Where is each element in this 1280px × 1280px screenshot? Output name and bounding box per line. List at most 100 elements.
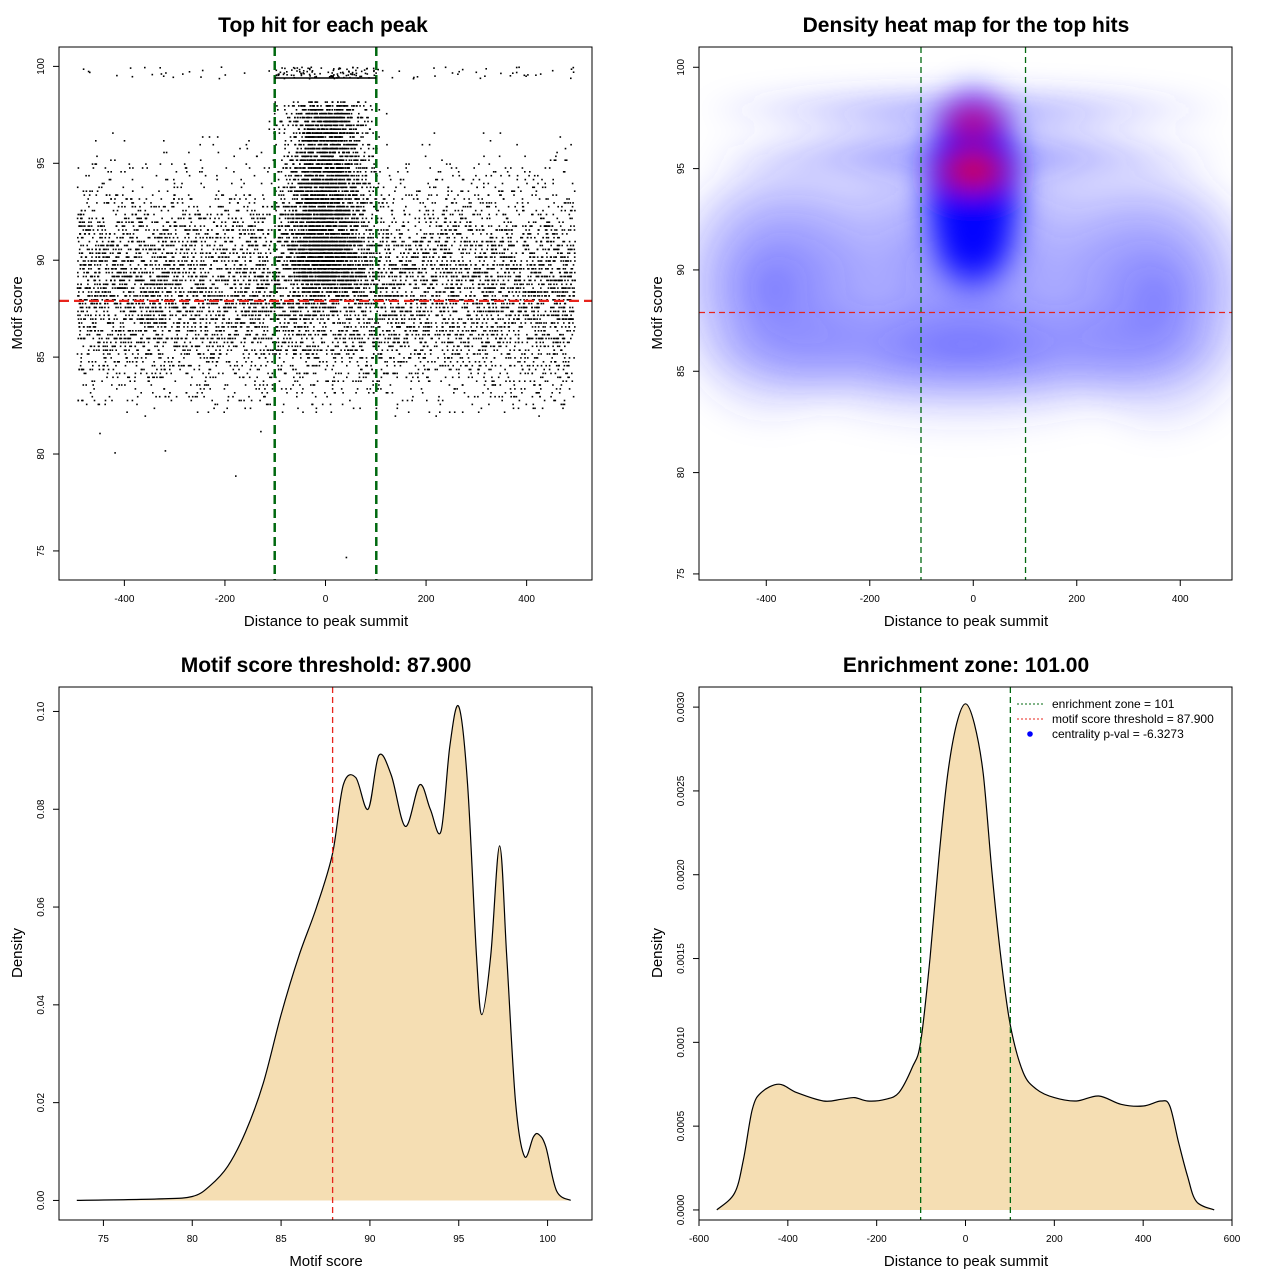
scatter-point <box>394 372 396 375</box>
scatter-point <box>114 198 116 200</box>
scatter-point <box>395 275 398 278</box>
scatter-point <box>241 244 244 247</box>
scatter-point <box>280 194 283 196</box>
scatter-point <box>467 376 470 379</box>
scatter-point <box>519 361 521 363</box>
scatter-point <box>509 314 511 317</box>
scatter-point <box>132 221 134 223</box>
scatter-point <box>136 341 138 344</box>
scatter-point <box>224 221 227 223</box>
scatter-point <box>232 345 235 348</box>
scatter-point <box>288 275 290 278</box>
scatter-point <box>553 283 555 286</box>
scatter-point <box>97 287 99 289</box>
scatter-point <box>279 190 282 192</box>
scatter-point <box>157 287 159 289</box>
scatter-point <box>111 349 114 351</box>
scatter-point <box>118 271 120 274</box>
scatter-point <box>282 330 285 332</box>
scatter-point <box>503 306 505 309</box>
scatter-point <box>152 291 154 293</box>
scatter-point <box>102 349 105 351</box>
scatter-point <box>540 364 543 367</box>
scatter-point <box>142 225 144 227</box>
scatter-point <box>238 376 241 379</box>
scatter-point <box>234 283 237 286</box>
scatter-point <box>123 260 126 262</box>
scatter-point <box>197 213 199 216</box>
scatter-point <box>544 167 547 169</box>
scatter-point <box>200 287 203 289</box>
scatter-point <box>288 302 290 305</box>
scatter-point <box>365 357 368 359</box>
scatter-point <box>165 260 167 262</box>
scatter-point <box>338 287 341 289</box>
scatter-point <box>532 213 534 216</box>
scatter-point <box>269 295 272 297</box>
scatter-point <box>130 345 133 348</box>
scatter-point <box>187 349 189 351</box>
scatter-point <box>151 244 154 247</box>
scatter-point <box>91 256 93 258</box>
scatter-point <box>204 217 207 220</box>
scatter-point <box>209 341 211 344</box>
scatter-point <box>393 364 396 367</box>
scatter-point <box>243 345 245 348</box>
scatter-point <box>403 186 406 189</box>
scatter-point <box>255 268 257 270</box>
scatter-point <box>163 322 166 324</box>
scatter-point <box>204 240 206 243</box>
scatter-point <box>291 198 294 200</box>
scatter-point <box>530 275 532 278</box>
scatter-point <box>96 283 99 286</box>
scatter-point <box>184 279 187 282</box>
scatter-point <box>506 229 508 231</box>
scatter-point <box>359 357 361 359</box>
scatter-point <box>539 395 541 398</box>
scatter-point <box>191 287 193 289</box>
scatter-point <box>452 287 455 289</box>
scatter-point <box>263 198 265 200</box>
scatter-point <box>165 372 168 375</box>
scatter-point <box>110 341 112 344</box>
scatter-point <box>92 229 95 231</box>
scatter-point <box>460 283 463 286</box>
scatter-point <box>271 299 273 301</box>
scatter-point <box>413 349 416 351</box>
scatter-point <box>442 256 444 258</box>
scatter-point <box>554 299 556 301</box>
scatter-point <box>260 337 263 340</box>
scatter-point <box>534 326 537 328</box>
scatter-point <box>528 268 530 270</box>
scatter-point <box>368 333 371 336</box>
scatter-point <box>258 318 261 320</box>
scatter-point <box>292 252 294 254</box>
scatter-point <box>354 221 356 223</box>
scatter-point <box>167 271 169 274</box>
scatter-point <box>562 299 565 301</box>
scatter-point <box>517 330 520 332</box>
scatter-point <box>533 271 535 274</box>
scatter-point <box>152 337 155 340</box>
scatter-point <box>405 279 407 282</box>
scatter-point <box>101 233 103 235</box>
scatter-point <box>271 302 274 305</box>
scatter-point <box>163 264 165 266</box>
scatter-point <box>439 271 442 274</box>
scatter-point <box>151 364 154 367</box>
scatter-point <box>522 209 524 212</box>
scatter-point <box>112 209 115 212</box>
scatter-point <box>297 291 300 293</box>
scatter-point <box>169 364 171 367</box>
scatter-point <box>391 275 394 278</box>
scatter-point <box>451 322 454 324</box>
scatter-point <box>254 248 256 251</box>
scatter-point <box>499 132 502 134</box>
scatter-point <box>403 318 406 320</box>
scatter-point <box>533 384 535 386</box>
scatter-point <box>107 353 109 355</box>
scatter-point <box>254 384 256 386</box>
scatter-point <box>125 271 127 274</box>
scatter-point <box>404 345 406 348</box>
scatter-point <box>112 345 114 348</box>
